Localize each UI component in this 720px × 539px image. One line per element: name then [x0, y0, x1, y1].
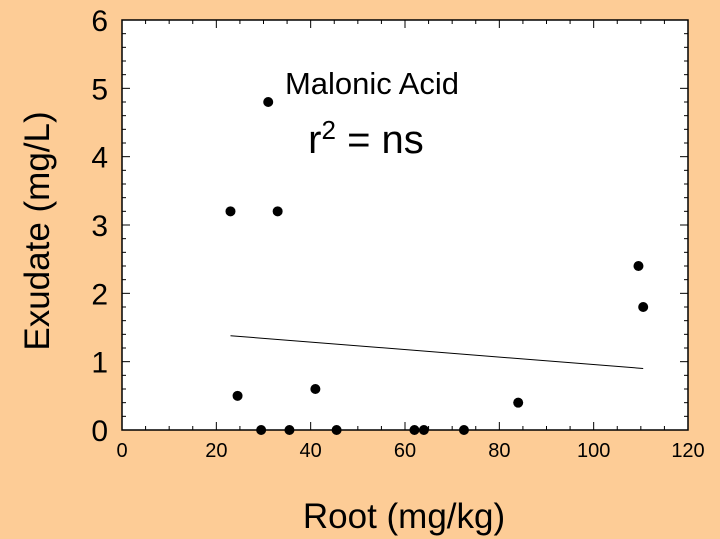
y-tick-label: 2 [91, 278, 108, 311]
plot-frame [121, 19, 689, 431]
data-point [225, 206, 236, 217]
r-value: = ns [336, 118, 424, 162]
r-squared-label: r2 = ns [308, 115, 424, 162]
y-tick-labels: 0 1 2 3 4 5 6 [91, 5, 108, 448]
data-point [310, 384, 321, 394]
y-tick-label: 5 [91, 73, 108, 106]
x-tick-label: 100 [577, 440, 610, 462]
data-point [513, 397, 524, 408]
x-tick-label: 40 [300, 440, 322, 462]
y-tick-label: 4 [91, 142, 108, 175]
x-tick-label: 120 [671, 440, 704, 462]
x-tick-label: 80 [488, 440, 510, 462]
r-superscript: 2 [322, 115, 336, 145]
x-tick-labels: 0 20 40 60 80 100 120 [116, 440, 704, 462]
x-tick-label: 0 [116, 440, 127, 462]
data-point [263, 97, 274, 107]
y-tick-label: 1 [91, 347, 108, 380]
x-axis-title: Root (mg/kg) [303, 497, 505, 536]
data-point [638, 302, 649, 312]
data-point [232, 390, 243, 401]
data-point [272, 206, 283, 217]
x-tick-label: 60 [394, 440, 416, 462]
regression-line [230, 335, 644, 369]
y-tick-label: 0 [91, 415, 108, 448]
plot-area [122, 20, 688, 430]
r-symbol: r [308, 118, 321, 162]
data-point [633, 261, 644, 271]
compound-label: Malonic Acid [285, 66, 459, 101]
y-axis-title: Exudate (mg/L) [18, 111, 57, 350]
x-tick-label: 20 [205, 440, 227, 462]
y-tick-label: 6 [91, 5, 108, 38]
y-tick-label: 3 [91, 210, 108, 243]
